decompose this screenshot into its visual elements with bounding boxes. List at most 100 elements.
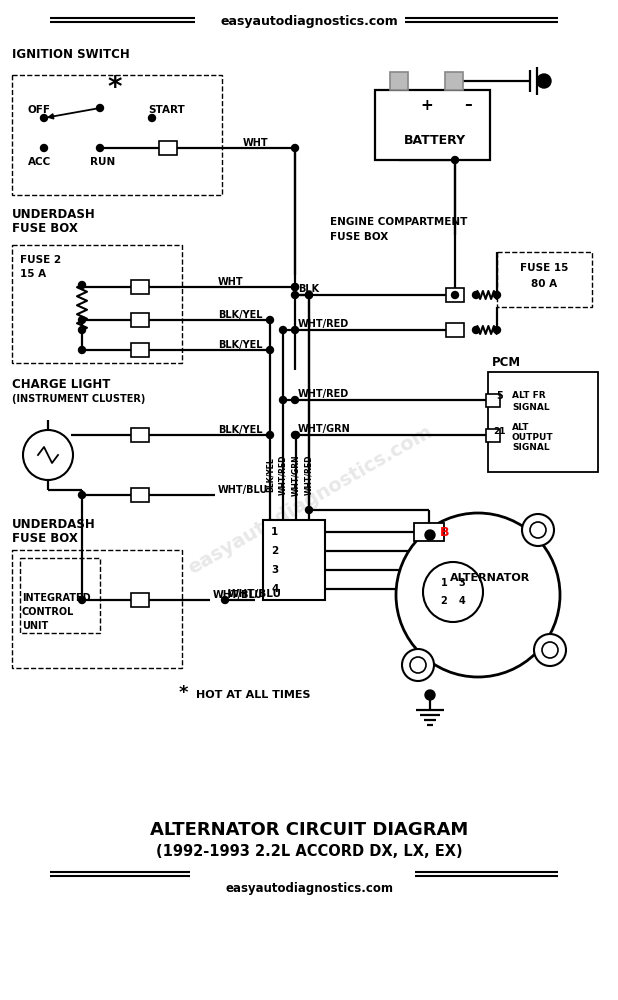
Text: SIGNAL: SIGNAL [512, 403, 549, 412]
Text: BLK/YEL: BLK/YEL [218, 340, 263, 350]
Text: ALT: ALT [512, 422, 530, 432]
Text: 1: 1 [271, 527, 278, 537]
Circle shape [266, 316, 274, 324]
Text: (INSTRUMENT CLUSTER): (INSTRUMENT CLUSTER) [12, 394, 145, 404]
Text: WHT/GRN: WHT/GRN [298, 424, 351, 434]
Bar [375, 90, 490, 160]
Bar [414, 523, 444, 541]
Bar [131, 280, 149, 294]
Text: BLK/YEL: BLK/YEL [266, 458, 274, 492]
Circle shape [292, 284, 298, 290]
Circle shape [23, 430, 73, 480]
Text: WHT/BLU: WHT/BLU [213, 590, 263, 600]
Circle shape [78, 347, 85, 354]
Bar [131, 488, 149, 502]
Text: WHT: WHT [243, 138, 269, 148]
Circle shape [96, 144, 103, 151]
Text: CONTROL: CONTROL [22, 607, 74, 617]
Text: *: * [178, 684, 188, 702]
Circle shape [78, 596, 85, 603]
Text: RUN: RUN [90, 157, 115, 167]
Circle shape [534, 634, 566, 666]
Text: 3: 3 [459, 578, 465, 588]
Text: 4: 4 [271, 584, 278, 594]
Text: 80 A: 80 A [531, 279, 557, 289]
Text: 2: 2 [271, 546, 278, 556]
Text: WHT/RED: WHT/RED [305, 455, 313, 495]
Text: B: B [440, 526, 449, 540]
Circle shape [292, 326, 298, 334]
Circle shape [425, 530, 435, 540]
Circle shape [305, 292, 313, 298]
Circle shape [78, 316, 85, 324]
Circle shape [452, 156, 459, 163]
Text: FUSE 2: FUSE 2 [20, 255, 61, 265]
Bar [131, 343, 149, 357]
Bar [131, 313, 149, 327]
Bar [446, 288, 464, 302]
Text: WHT/RED: WHT/RED [298, 319, 349, 329]
Bar [446, 323, 464, 337]
Text: WHT/BLU: WHT/BLU [218, 485, 268, 495]
Text: OFF: OFF [28, 105, 51, 115]
Circle shape [305, 292, 313, 298]
Text: PCM: PCM [492, 356, 521, 368]
Circle shape [494, 292, 501, 298]
Text: UNDERDASH: UNDERDASH [12, 518, 96, 532]
Circle shape [530, 522, 546, 538]
Text: SIGNAL: SIGNAL [512, 442, 549, 452]
Text: ACC: ACC [28, 157, 51, 167]
Text: +: + [421, 98, 433, 112]
Text: *: * [108, 74, 122, 102]
Circle shape [96, 104, 103, 111]
Circle shape [78, 282, 85, 288]
Circle shape [148, 114, 156, 121]
Text: IGNITION SWITCH: IGNITION SWITCH [12, 48, 130, 62]
Text: INTEGRATED: INTEGRATED [22, 593, 91, 603]
Circle shape [494, 326, 501, 334]
Bar [159, 141, 177, 155]
Text: WHT/GRN: WHT/GRN [292, 454, 300, 496]
Bar [20, 558, 100, 633]
Text: WHT/RED: WHT/RED [298, 389, 349, 399]
Circle shape [473, 292, 480, 298]
Text: easyautodiagnostics.com: easyautodiagnostics.com [185, 422, 436, 578]
Text: 15 A: 15 A [20, 269, 46, 279]
Bar [131, 593, 149, 607]
Text: ALTERNATOR: ALTERNATOR [450, 573, 530, 583]
Circle shape [221, 596, 229, 603]
Bar [12, 75, 222, 195]
Circle shape [542, 642, 558, 658]
Circle shape [473, 326, 480, 334]
Text: OUTPUT: OUTPUT [512, 432, 554, 442]
Bar [486, 393, 500, 406]
Text: FUSE BOX: FUSE BOX [12, 222, 78, 234]
Text: BLK/YEL: BLK/YEL [218, 310, 263, 320]
Text: (1992-1993 2.2L ACCORD DX, LX, EX): (1992-1993 2.2L ACCORD DX, LX, EX) [156, 844, 462, 859]
Circle shape [78, 326, 85, 334]
Circle shape [41, 144, 48, 151]
Text: ALT FR: ALT FR [512, 391, 546, 400]
Text: WHT/BLU: WHT/BLU [228, 589, 282, 599]
Circle shape [78, 491, 85, 498]
Circle shape [266, 347, 274, 354]
Text: 3: 3 [271, 565, 278, 575]
Text: FUSE 15: FUSE 15 [520, 263, 568, 273]
Circle shape [305, 506, 313, 514]
Circle shape [279, 396, 287, 403]
Text: FUSE BOX: FUSE BOX [330, 232, 388, 242]
Circle shape [292, 144, 298, 151]
Circle shape [452, 292, 459, 298]
Text: BLK: BLK [298, 284, 319, 294]
Text: FUSE BOX: FUSE BOX [12, 532, 78, 544]
Circle shape [522, 514, 554, 546]
Text: UNDERDASH: UNDERDASH [12, 209, 96, 222]
Bar [390, 72, 408, 90]
Text: –: – [464, 98, 472, 112]
Text: easyautodiagnostics.com: easyautodiagnostics.com [220, 15, 398, 28]
Text: BLK/YEL: BLK/YEL [218, 425, 263, 435]
Text: CHARGE LIGHT: CHARGE LIGHT [12, 378, 111, 391]
Text: 1: 1 [441, 578, 447, 588]
Circle shape [266, 432, 274, 438]
Circle shape [279, 326, 287, 334]
